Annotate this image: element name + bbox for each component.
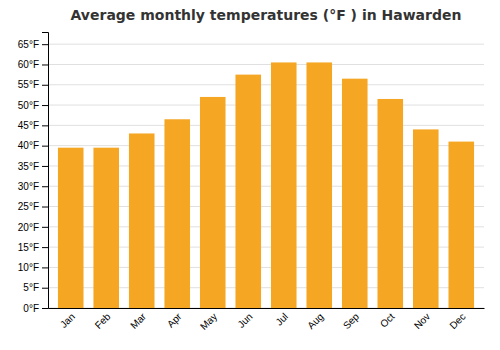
grid [48,44,484,308]
x-tick-label: Oct [378,311,397,330]
y-tick-label: 25°F [18,201,39,212]
y-tick: 25°F [18,201,48,212]
y-tick-mark [42,207,48,208]
x-tick: Dec [447,311,467,331]
x-tick: Jun [235,311,254,330]
y-tick: 35°F [18,161,48,172]
y-tick-label: 60°F [18,59,39,70]
x-tick-label: Jun [235,311,254,330]
x-tick-label: Feb [93,311,113,331]
x-tick-label: May [198,311,219,332]
x-tick: Nov [412,311,432,331]
x-tick: Jul [273,311,290,328]
y-tick: 65°F [18,39,48,50]
chart: Jan Feb Mar Apr May Jun Jul Aug Sep Oct Nov Dec 0°F 5… [0,0,500,350]
x-tick: Jan [58,311,77,330]
bar [129,133,155,308]
grid-line [48,84,484,85]
x-tick-label: Dec [447,311,467,331]
y-tick-label: 35°F [18,161,39,172]
y-axis: 0°F 5°F 10°F 15°F 20°F 25°F 30°F 35°F 40°F 45°F 50… [18,33,49,314]
y-tick-mark [42,85,48,86]
x-tick: Aug [305,311,325,331]
y-tick: 30°F [18,181,48,192]
grid-line [48,64,484,65]
bar [235,75,261,308]
bar [377,99,403,308]
y-tick-mark [42,186,48,187]
y-tick-mark [42,247,48,248]
bar [306,62,332,308]
bar [58,148,84,308]
bar [342,79,368,308]
y-tick-mark [42,288,48,289]
y-tick-mark [42,146,48,147]
x-tick: Sep [341,311,362,332]
x-tick: Mar [128,310,148,330]
y-tick-label: 50°F [18,100,39,111]
x-tick: Oct [378,311,397,330]
y-tick: 60°F [18,59,48,70]
y-tick-label: 65°F [18,39,39,50]
x-axis-line [49,308,485,309]
bar [200,97,226,308]
y-tick: 40°F [18,140,48,151]
x-axis: Jan Feb Mar Apr May Jun Jul Aug Sep Oct Nov Dec [49,309,485,332]
grid-line [48,125,484,126]
y-tick-label: 45°F [18,120,39,131]
y-tick-label: 55°F [18,79,39,90]
bar [448,142,474,308]
bars [58,62,474,308]
grid-line [48,44,484,45]
title: Average monthly temperatures (°F ) in Ha… [71,7,462,23]
x-tick-label: Mar [128,310,148,330]
grid-line [48,105,484,106]
y-tick-mark [42,105,48,106]
x-tick: Feb [93,311,113,331]
y-tick-label: 20°F [18,222,39,233]
y-tick-label: 30°F [18,181,39,192]
y-tick-label: 0°F [23,303,39,314]
x-tick-label: Apr [165,310,184,329]
y-tick-mark [42,227,48,228]
y-tick-mark [42,166,48,167]
y-tick-mark [42,308,48,309]
x-tick-label: Jul [273,311,290,328]
y-tick-label: 15°F [18,242,39,253]
bar [271,62,297,308]
y-tick: 15°F [18,242,48,253]
x-tick-label: Jan [58,311,77,330]
y-tick: 0°F [23,303,48,314]
y-tick-mark [42,125,48,126]
bar [93,148,119,308]
y-axis-line [42,33,49,309]
y-tick-mark [42,64,48,65]
y-tick: 5°F [23,282,48,293]
x-tick: Apr [165,310,184,329]
bar [164,119,190,308]
y-tick-mark [42,267,48,268]
x-tick: May [198,311,219,332]
y-tick-mark [42,44,48,45]
y-tick-label: 5°F [23,282,39,293]
y-tick: 20°F [18,222,48,233]
y-tick: 45°F [18,120,48,131]
y-tick-label: 40°F [18,140,39,151]
x-tick-label: Nov [412,311,432,331]
x-tick-label: Aug [305,311,325,331]
y-tick: 50°F [18,100,48,111]
y-tick: 55°F [18,79,48,90]
y-tick: 10°F [18,262,48,273]
plot: Jan Feb Mar Apr May Jun Jul Aug Sep Oct Nov Dec 0°F 5… [18,33,485,332]
bar [413,129,439,308]
x-tick-label: Sep [341,311,362,332]
y-tick-label: 10°F [18,262,39,273]
